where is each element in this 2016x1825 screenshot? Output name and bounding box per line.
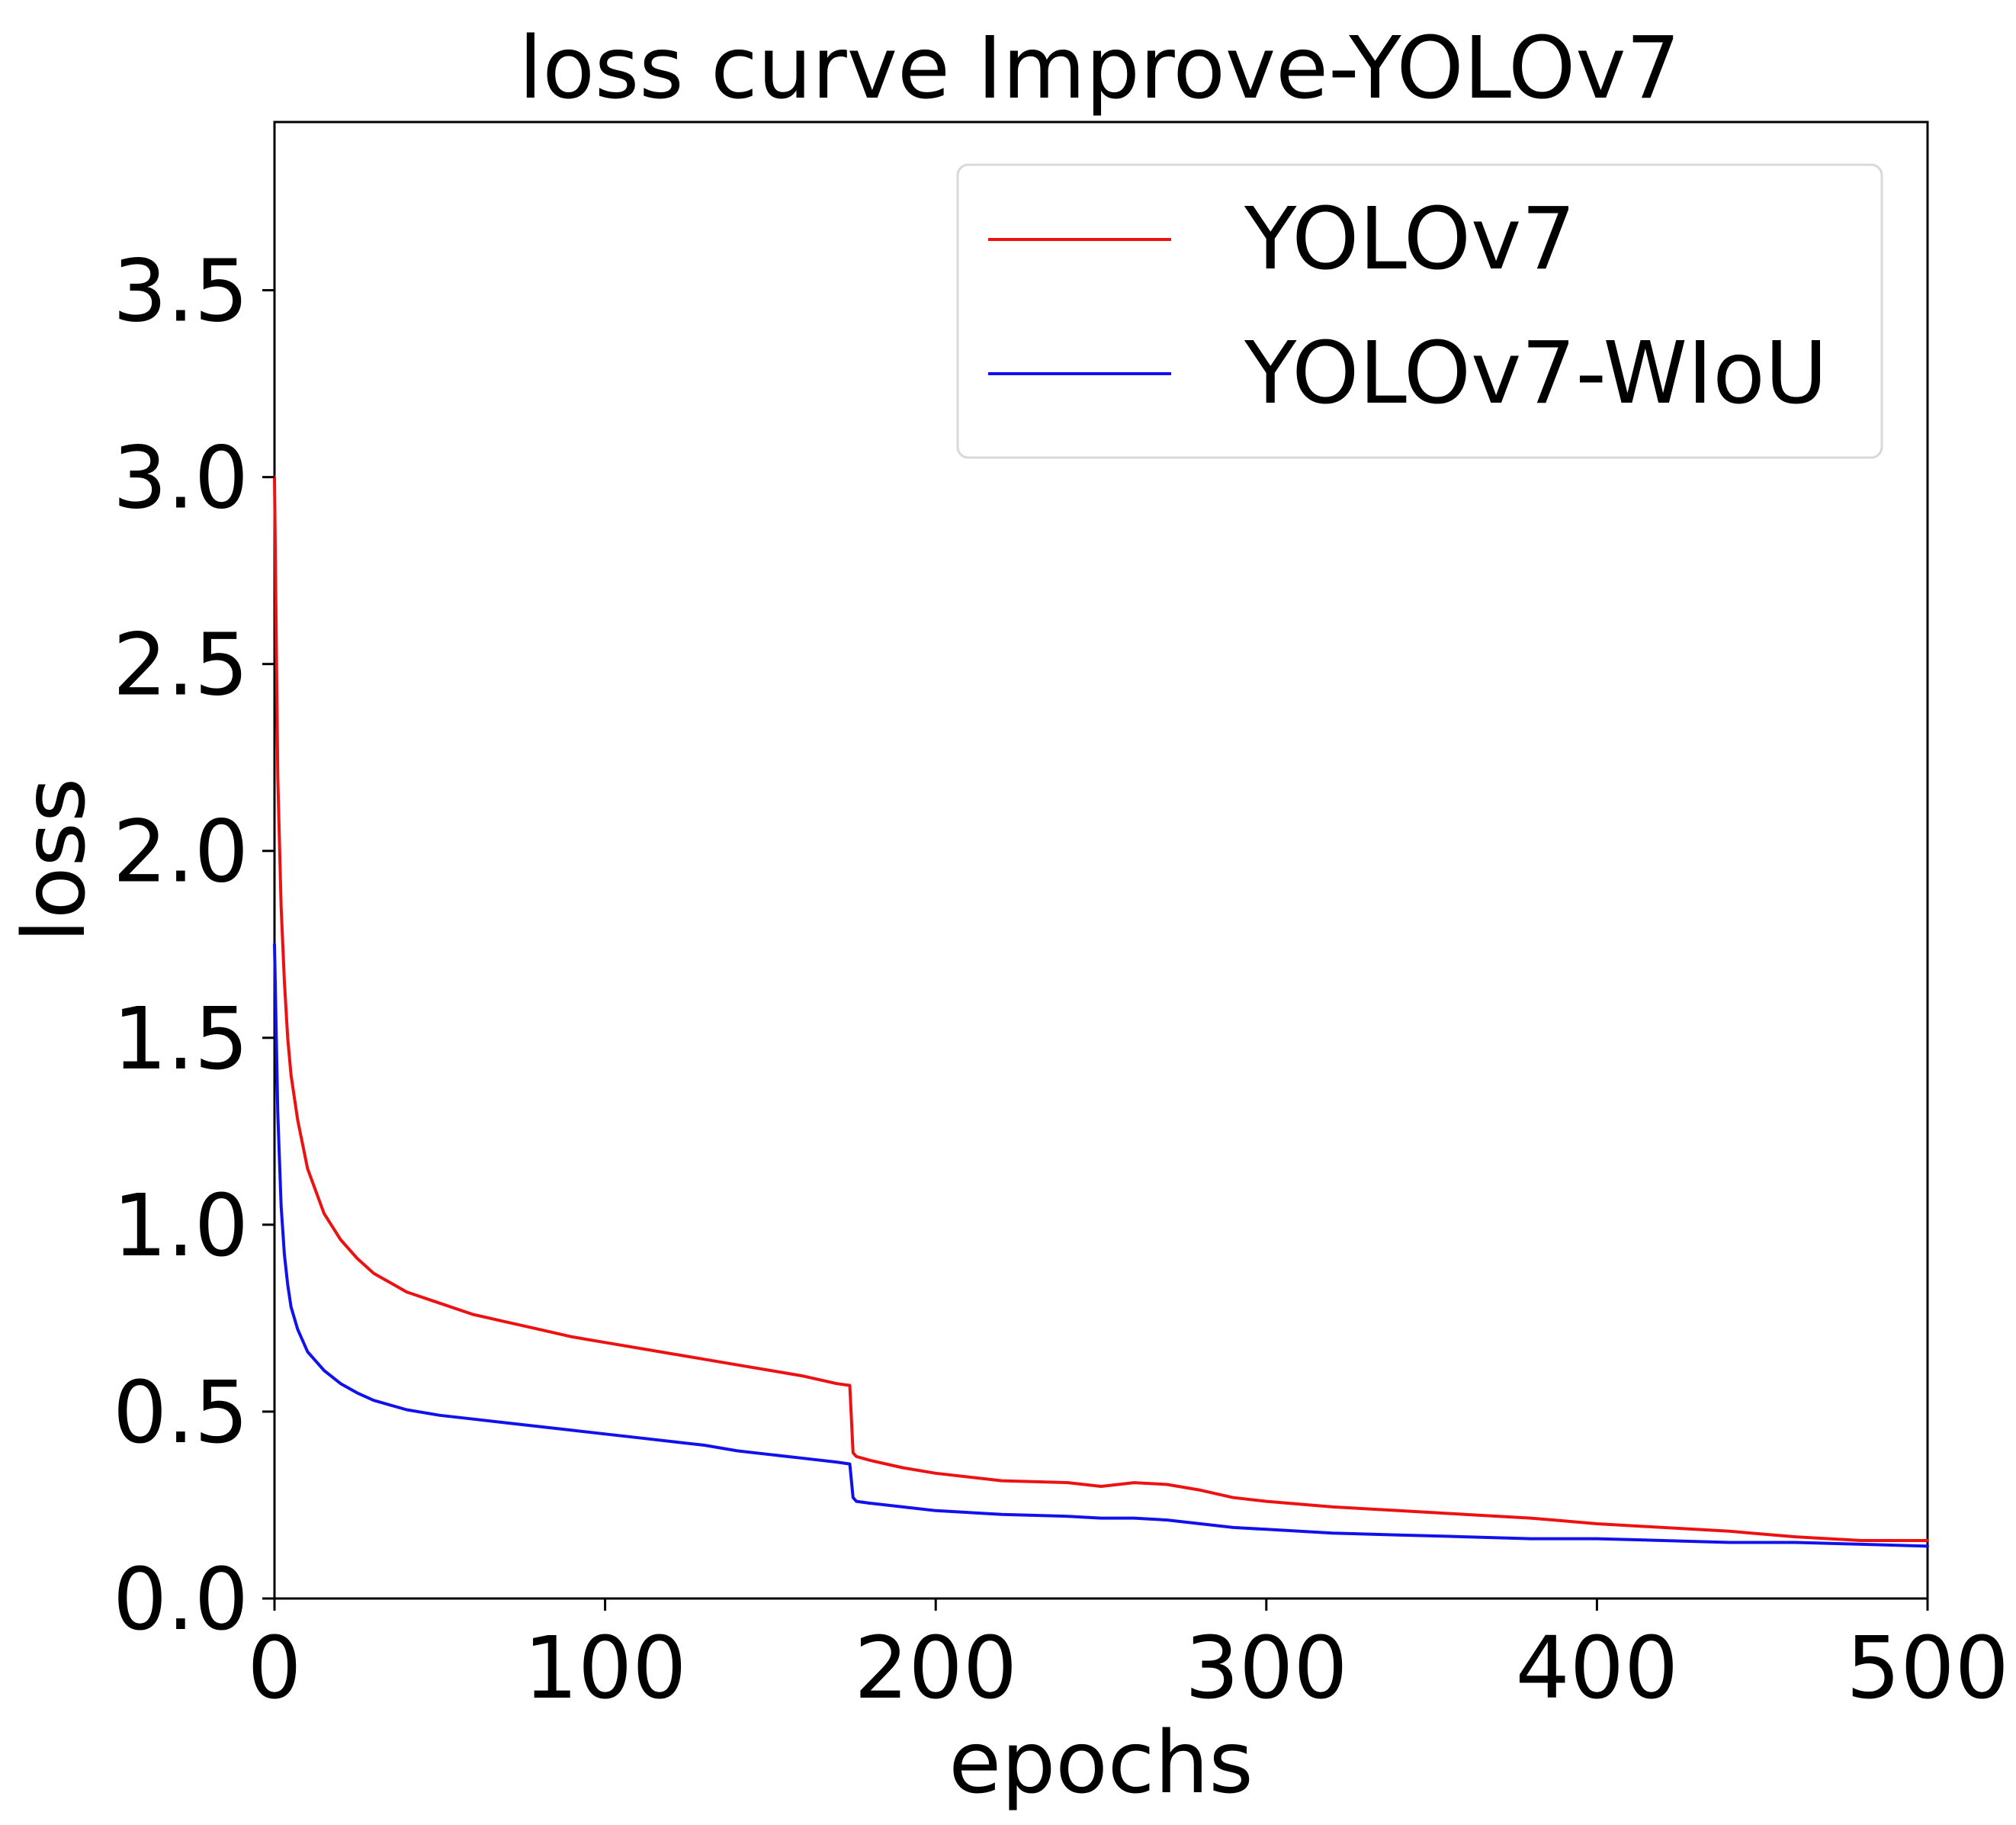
x-tick-label: 0 <box>247 1619 301 1718</box>
y-tick-label: 1.5 <box>113 990 249 1089</box>
y-axis-ticks: 0.0 0.5 1.0 1.5 2.0 2.5 3.0 3.5 <box>113 243 274 1650</box>
y-tick-label: 1.0 <box>113 1177 249 1276</box>
legend-label-yolov7: YOLOv7 <box>1244 190 1576 289</box>
x-axis-label: epochs <box>949 1714 1253 1813</box>
x-tick-label: 500 <box>1846 1619 2009 1718</box>
legend-label-yolov7-wiou: YOLOv7-WIoU <box>1244 324 1828 423</box>
x-tick-label: 300 <box>1185 1619 1348 1718</box>
x-axis-ticks: 0 100 200 300 400 500 <box>247 1598 2009 1718</box>
legend: YOLOv7 YOLOv7-WIoU <box>956 163 1883 459</box>
x-tick-label: 100 <box>524 1619 687 1718</box>
plot-area-frame <box>273 120 1929 1600</box>
series-layer <box>273 475 1929 1548</box>
y-tick-label: 0.0 <box>113 1550 249 1650</box>
chart-title: loss curve Improve-YOLOv7 <box>518 19 1681 118</box>
y-tick-label: 3.5 <box>113 243 249 342</box>
series-line-yolov7 <box>273 475 1929 1542</box>
x-tick-label: 400 <box>1516 1619 1679 1718</box>
series-line-yolov7-wiou <box>273 943 1929 1548</box>
y-tick-label: 3.0 <box>113 429 249 529</box>
y-tick-label: 2.5 <box>113 616 249 715</box>
y-axis-label: loss <box>5 778 104 943</box>
x-tick-label: 200 <box>854 1619 1017 1718</box>
legend-box <box>956 163 1883 459</box>
y-tick-label: 2.0 <box>113 803 249 902</box>
y-tick-label: 0.5 <box>113 1364 249 1463</box>
